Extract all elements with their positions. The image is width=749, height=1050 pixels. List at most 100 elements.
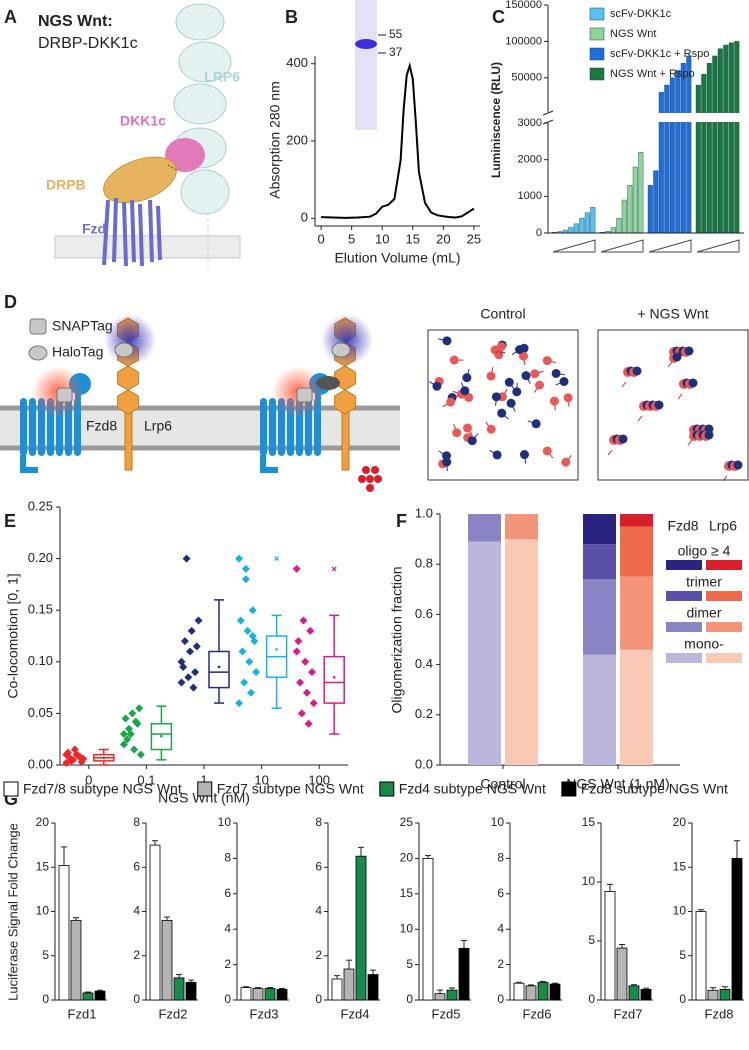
legend-label: HaloTag (52, 344, 103, 360)
x-tick-label: 15 (406, 231, 420, 246)
particle (654, 400, 664, 410)
y-tick-label: 2000 (518, 154, 542, 166)
y-tick-label: 0.6 (415, 606, 433, 621)
y-axis-title: Oligomerization fraction (389, 566, 405, 713)
legend-label: trimer (686, 574, 722, 590)
data-point (179, 662, 188, 671)
protein-label: DKK1c (120, 113, 166, 129)
y-tick-label: 100000 (505, 35, 542, 47)
y-tick-label: 8 (497, 851, 504, 865)
y-axis-title: Luciferase Signal Fold Change (5, 823, 20, 1001)
particle (497, 408, 507, 418)
bar (422, 858, 434, 1001)
y-tick-label: 0 (42, 992, 49, 1006)
bar (604, 891, 616, 1001)
y-tick-label: 4 (315, 904, 322, 918)
bar (161, 919, 173, 1001)
data-point (189, 683, 198, 692)
panel-a-title: NGS Wnt: (38, 13, 113, 30)
particle (442, 457, 452, 467)
protein-label: DRPB (46, 177, 86, 193)
legend-swatch (666, 622, 702, 632)
fzd-helices (102, 197, 162, 267)
y-tick-label: 25 (400, 815, 414, 829)
bar-segment (468, 514, 501, 542)
y-tick-label: 0 (224, 992, 231, 1006)
data-point (186, 647, 194, 656)
bar (355, 855, 367, 1001)
data-point (308, 668, 316, 677)
dose-ramp (552, 239, 596, 253)
x-tick-label: 0 (85, 772, 92, 787)
mean (102, 756, 106, 760)
legend-label: scFv-DKK1c + Rspo (610, 48, 709, 60)
track (637, 415, 643, 422)
fzd-helix (29, 398, 36, 456)
bar (616, 218, 622, 234)
data-point (299, 616, 308, 625)
y-tick-label: 0.0 (415, 756, 433, 771)
particle (449, 355, 459, 365)
particle (515, 345, 525, 355)
bar (549, 983, 561, 1001)
bar (343, 968, 355, 1001)
data-point (184, 673, 193, 682)
y-tick-label: 150000 (505, 0, 542, 11)
particle (463, 423, 473, 433)
data-point (297, 709, 306, 718)
y-tick-label: 2 (315, 948, 322, 962)
y-tick-label: 10 (673, 904, 687, 918)
linker (167, 164, 177, 171)
y-tick-label: 0.4 (415, 656, 433, 671)
receptor-label: Lrp6 (144, 418, 172, 434)
y-axis-title: Luminiscence (RLU) (489, 62, 503, 178)
panel-label: B (285, 7, 298, 27)
particle (486, 371, 496, 381)
data-point (236, 616, 245, 625)
data-point (131, 717, 140, 726)
facet-label: Fzd2 (159, 1006, 188, 1021)
bar (647, 185, 653, 234)
gel (355, 0, 377, 130)
facet-label: Fzd4 (341, 1006, 370, 1021)
data-point (243, 626, 252, 635)
facet-label: Fzd1 (68, 1006, 97, 1021)
legend-swatch (666, 591, 702, 601)
bar (632, 166, 638, 234)
y-tick-label: 0.15 (28, 602, 53, 617)
particle (563, 393, 573, 403)
y-tick-label: 1000 (518, 190, 542, 202)
data-point (74, 751, 83, 760)
y-tick-label: 400 (286, 55, 308, 70)
y-tick-label: 20 (36, 815, 50, 829)
data-point (119, 730, 128, 739)
legend-swatch (379, 781, 395, 797)
y-tick-label: 20 (400, 851, 414, 865)
facet-label: Fzd7 (614, 1006, 643, 1021)
particle (504, 377, 514, 387)
bar (610, 227, 616, 234)
y-tick-label: 5 (679, 948, 686, 962)
y-tick-label: 20 (673, 815, 687, 829)
bar (628, 985, 640, 1001)
lrp6-domain (334, 389, 356, 415)
bar (707, 989, 719, 1001)
particle (464, 392, 474, 402)
legend-label: dimer (686, 605, 721, 621)
y-axis-title: Co-locomotion [0, 1] (5, 573, 21, 698)
bar (331, 978, 343, 1001)
particle (535, 380, 545, 390)
bar (446, 989, 458, 1001)
phospho (371, 466, 379, 474)
mean (332, 675, 336, 679)
bar (252, 988, 264, 1001)
particle (446, 397, 456, 407)
x-tick-label: NGS Wnt (1 nM) (566, 776, 669, 792)
panel-a-subtitle: DRBP-DKK1c (38, 35, 138, 52)
legend-swatch (706, 560, 742, 570)
marker-label: 55 (389, 27, 403, 41)
particle (467, 436, 477, 446)
data-point (252, 668, 261, 677)
particle (704, 430, 714, 440)
legend-swatch (561, 781, 577, 797)
